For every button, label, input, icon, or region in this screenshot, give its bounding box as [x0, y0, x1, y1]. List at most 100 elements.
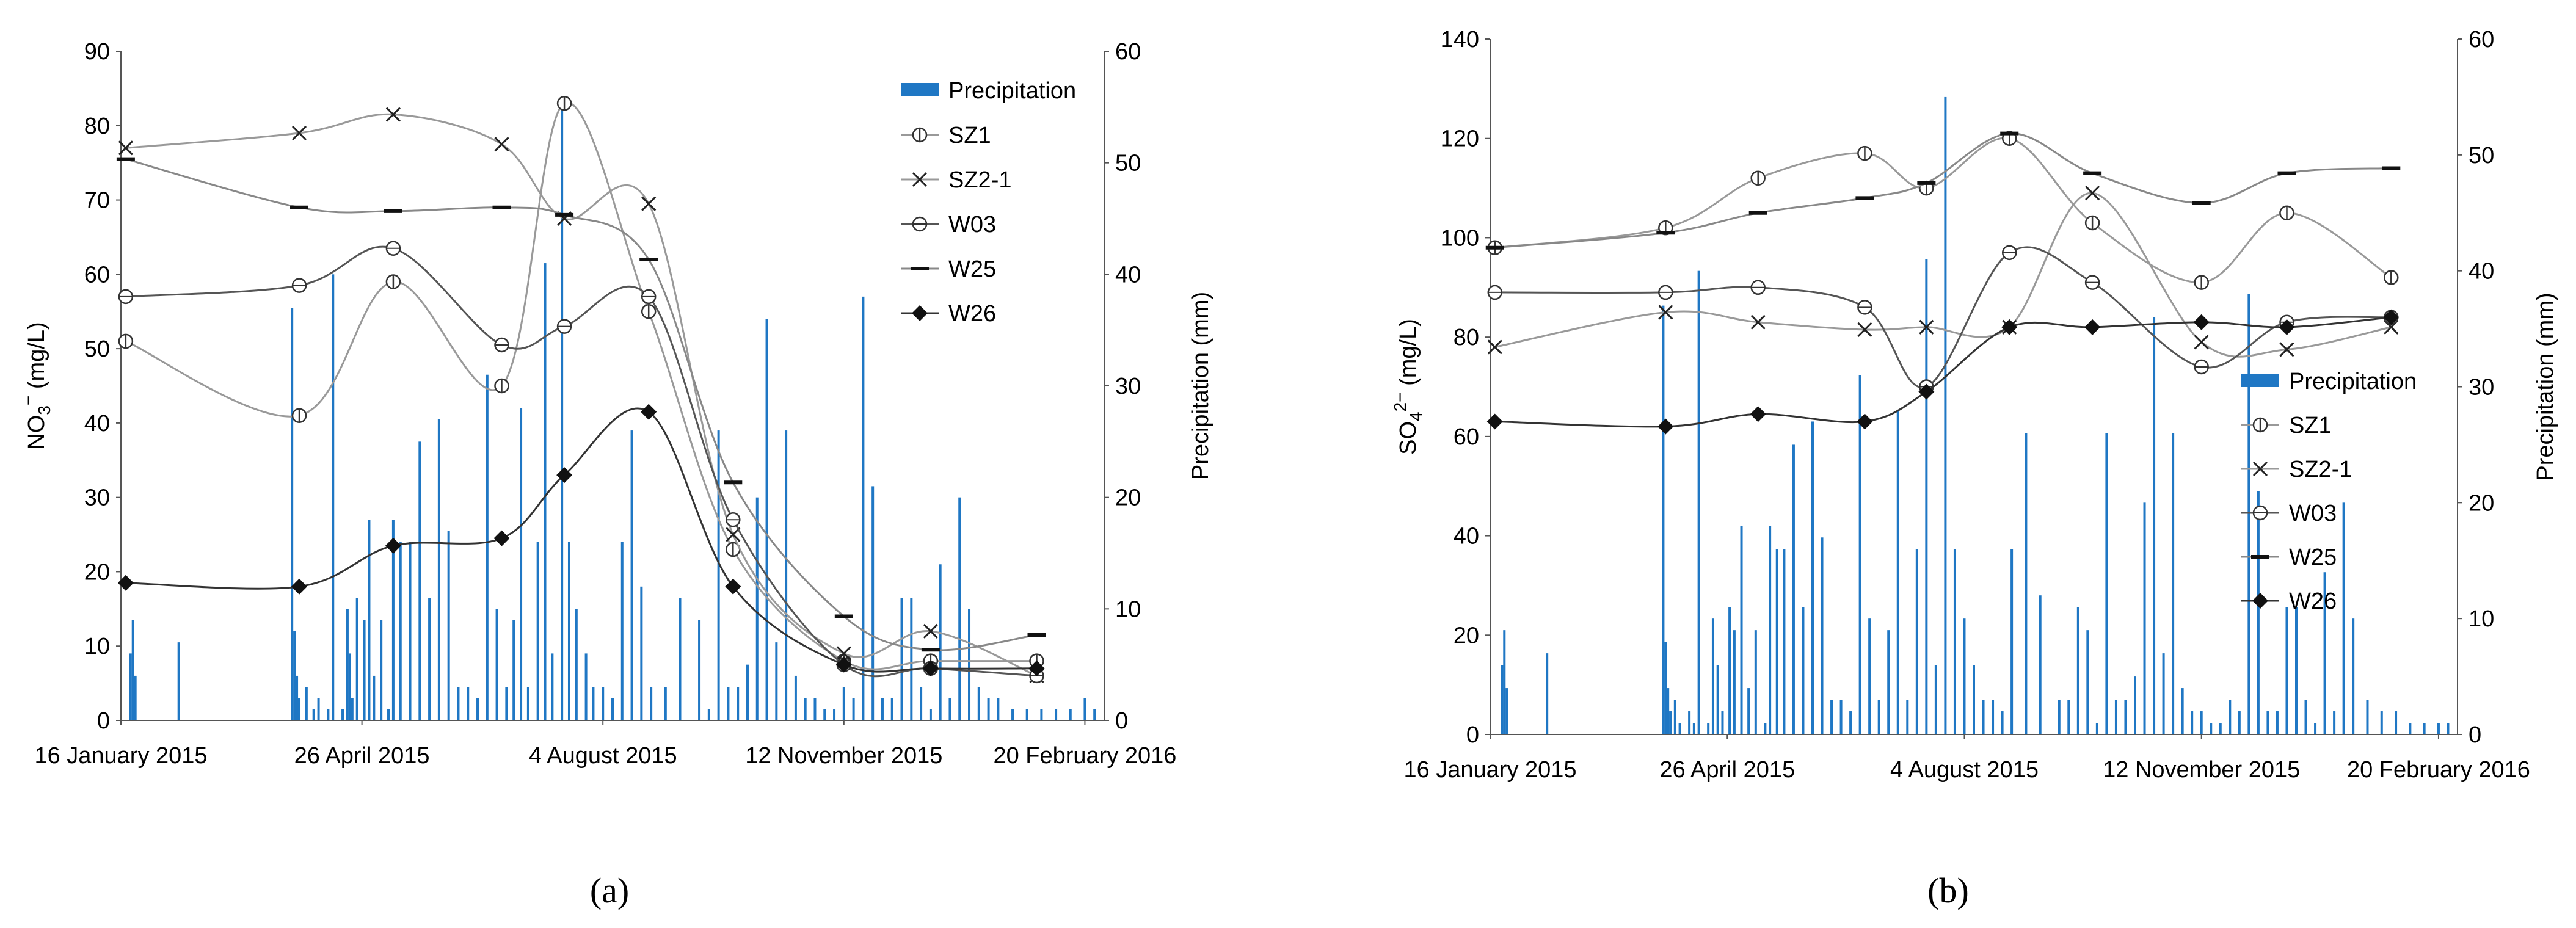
legend: Precipitation SZ1 SZ2-1 W03 W25 W26 [901, 78, 1076, 327]
legend-swatch-precipitation [901, 83, 939, 96]
precipitation-bar [755, 497, 759, 720]
y-tick-label: 40 [1454, 524, 1479, 549]
precipitation-bar [476, 698, 479, 720]
precipitation-bar [2409, 723, 2412, 734]
precipitation-bar [1839, 700, 1843, 734]
precipitation-bar [1505, 688, 1508, 734]
y-tick-label: 120 [1441, 126, 1479, 152]
legend-swatch-precipitation [2241, 374, 2279, 387]
series-line [1494, 316, 2392, 428]
precipitation-bar [520, 408, 523, 720]
precipitation-bar [823, 709, 826, 720]
data-point [1918, 383, 1935, 400]
legend-label: SZ1 [2289, 413, 2332, 438]
y-tick-label: 10 [84, 634, 110, 659]
y2-tick-label: 0 [1115, 708, 1128, 734]
data-point [923, 623, 938, 639]
y2-tick-label: 0 [2469, 722, 2481, 748]
y-tick-label: 80 [84, 114, 110, 139]
precipitation-bar [630, 430, 633, 720]
y2-tick-label: 20 [2469, 490, 2494, 516]
precipitation-bar [2323, 572, 2326, 734]
precipitation-bar [1849, 711, 1852, 734]
data-point [2001, 319, 2018, 335]
precipitation-bar [486, 374, 489, 720]
precipitation-bar [842, 687, 845, 720]
precipitation-bar [2143, 502, 2146, 734]
precipitation-bar [1906, 700, 1909, 734]
data-point [2279, 319, 2295, 335]
series-line [1494, 192, 2392, 358]
legend-marker [2252, 461, 2268, 477]
legend-label: W26 [948, 301, 996, 327]
precipitation-bar [2067, 700, 2070, 734]
precipitation-bar [1792, 444, 1795, 734]
precipitation-bar [620, 542, 624, 720]
precipitation-bar [833, 709, 836, 720]
x-tick-label: 26 April 2015 [1659, 757, 1795, 783]
data-point [385, 537, 401, 554]
series-w25 [116, 157, 1046, 652]
precipitation-bar [611, 698, 614, 720]
precipitation-bar [373, 675, 376, 720]
legend-label: W25 [948, 256, 996, 282]
precipitation-bar [2191, 711, 2194, 734]
precipitation-bar [2124, 700, 2127, 734]
precipitation-bar [1775, 549, 1778, 734]
legend-marker [2252, 593, 2268, 609]
precipitation-bar [387, 709, 390, 720]
x-tick-label: 12 November 2015 [745, 743, 942, 769]
y-tick-label: 90 [84, 39, 110, 65]
precipitation-bar [1546, 653, 1549, 734]
precipitation-bar [1678, 723, 1681, 734]
precipitation-bar [1877, 700, 1880, 734]
data-point [2084, 319, 2101, 335]
x-tick-label: 4 August 2015 [1890, 757, 2039, 783]
precipitation-bar [368, 520, 371, 720]
precipitation-bar [584, 653, 588, 720]
precipitation-bar [987, 698, 990, 720]
precipitation-bar [2304, 700, 2307, 734]
precipitation-bar [1707, 723, 1710, 734]
precipitation-bar [1783, 549, 1786, 734]
data-point [2193, 314, 2210, 330]
precipitation-bar [2366, 700, 2369, 734]
precipitation-bar [2423, 723, 2426, 734]
x-tick-label: 12 November 2015 [2103, 757, 2300, 783]
precipitation-bar [948, 698, 951, 720]
series-line [1494, 132, 2392, 249]
y-tick-label: 40 [84, 411, 110, 437]
legend-label: W03 [948, 212, 996, 237]
precipitation-bar [1915, 549, 1918, 734]
y2-axis-label: Precipitation (mm) [2533, 292, 2558, 480]
precipitation-bar [2437, 723, 2440, 734]
precipitation-bar [512, 620, 515, 720]
y-tick-label: 70 [84, 188, 110, 214]
precipitation-bar [2001, 711, 2004, 734]
x-tick-label: 4 August 2015 [529, 743, 677, 769]
precipitation-bar [1688, 711, 1691, 734]
data-point [641, 196, 657, 211]
precipitation-bars [129, 107, 1096, 721]
precipitation-bar [1944, 96, 1947, 735]
precipitation-bar [1711, 618, 1714, 734]
data-point [556, 467, 573, 484]
precipitation-bar [1811, 421, 1814, 734]
precipitation-bar [409, 542, 412, 720]
y2-tick-label: 30 [2469, 375, 2494, 401]
data-point [1919, 319, 1934, 335]
precipitation-bar [2010, 549, 2014, 734]
precipitation-bar [561, 107, 564, 721]
precipitation-bar [346, 609, 349, 720]
data-point [493, 530, 510, 546]
precipitation-bar [391, 520, 395, 720]
precipitation-bar [1740, 526, 1743, 734]
data-point [117, 575, 134, 591]
precipitation-bar [2333, 711, 2336, 734]
precipitation-bar [1669, 711, 1672, 734]
precipitation-bar [890, 698, 893, 720]
precipitation-bar [871, 486, 875, 720]
data-point [1658, 305, 1673, 320]
series-w03 [1487, 245, 2399, 394]
